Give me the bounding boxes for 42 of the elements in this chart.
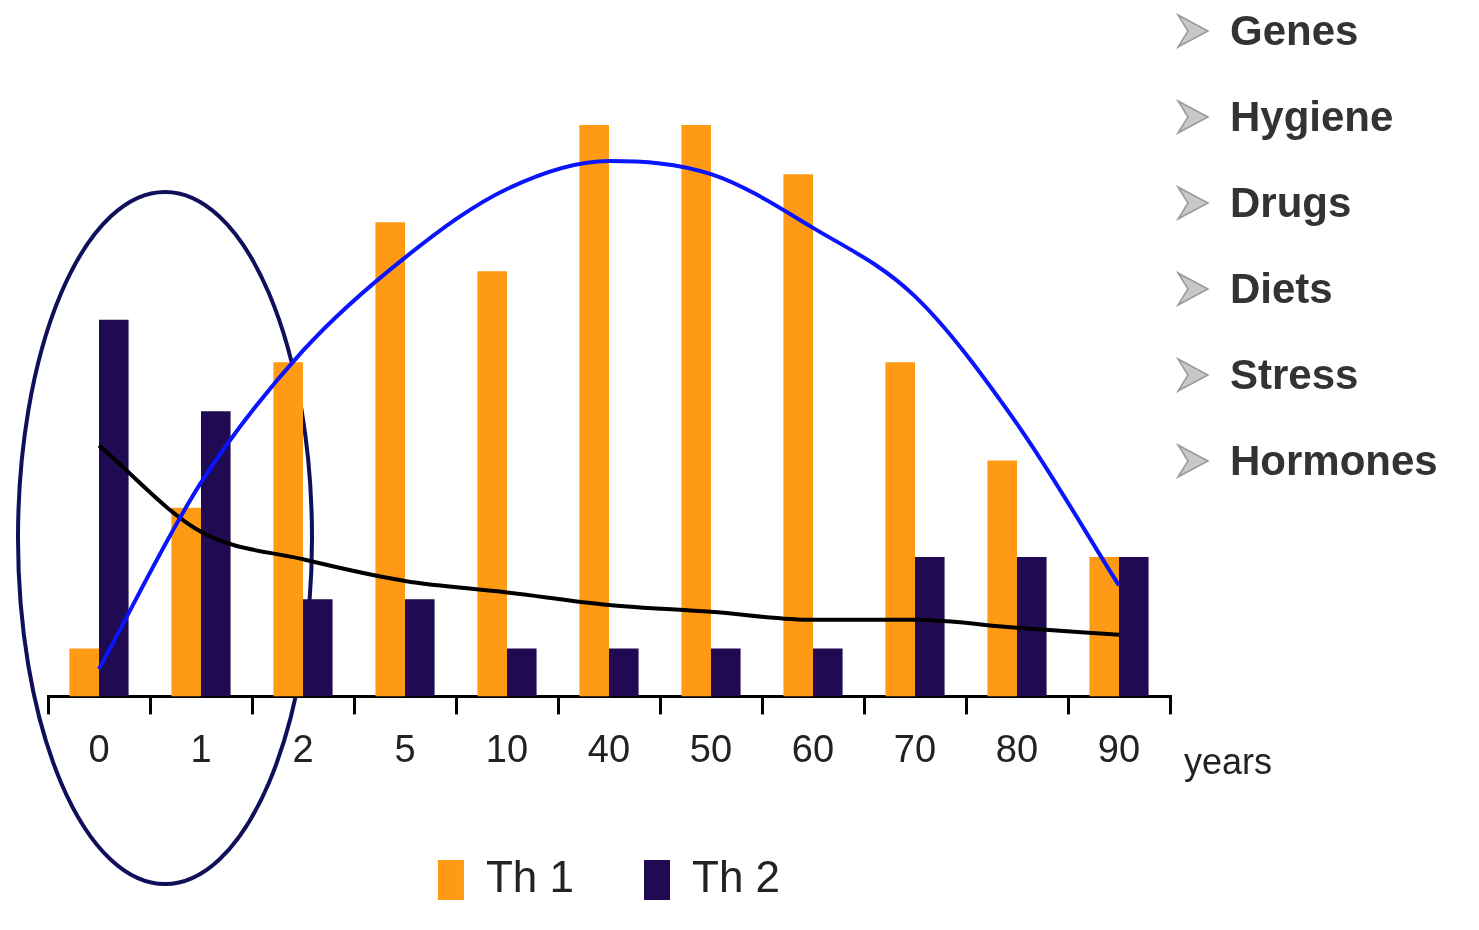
x-tick-label: 40 [587, 727, 631, 770]
text: Diets [1230, 265, 1333, 313]
bar [711, 648, 741, 697]
bar [273, 362, 303, 697]
bar [99, 319, 129, 697]
bar [201, 411, 231, 697]
bar [171, 507, 201, 697]
x-tick-label: 10 [485, 727, 529, 770]
text: Drugs [1230, 179, 1352, 227]
x-tick-label: 50 [689, 727, 733, 770]
bar [1017, 556, 1047, 697]
bar [915, 556, 945, 697]
bar [1089, 556, 1119, 697]
text: Stress [1230, 351, 1359, 399]
bar [783, 174, 813, 697]
text: Hygiene [1230, 93, 1394, 141]
bar [681, 125, 711, 697]
bar [813, 648, 843, 697]
bar [405, 599, 435, 697]
x-axis-title: years [1184, 741, 1273, 783]
legend-label: Th 1 [485, 852, 574, 902]
x-tick-label: 1 [190, 727, 212, 770]
bar [987, 460, 1017, 697]
bar [69, 648, 99, 697]
bar [1119, 556, 1149, 697]
text: Genes [1230, 7, 1359, 55]
x-tick-label: 0 [88, 727, 110, 770]
bar [303, 599, 333, 697]
bar [579, 125, 609, 697]
bar [507, 648, 537, 697]
bar [609, 648, 639, 697]
x-tick-label: 80 [995, 727, 1039, 770]
x-tick-label: 5 [394, 727, 416, 770]
x-tick-label: 2 [292, 727, 314, 770]
bar [885, 362, 915, 697]
text: Hormones [1230, 437, 1438, 485]
x-tick-label: 70 [893, 727, 937, 770]
x-tick-label: 60 [791, 727, 835, 770]
bar [375, 222, 405, 697]
legend-label: Th 2 [692, 852, 781, 902]
x-tick-label: 90 [1097, 727, 1141, 770]
bar [477, 271, 507, 697]
